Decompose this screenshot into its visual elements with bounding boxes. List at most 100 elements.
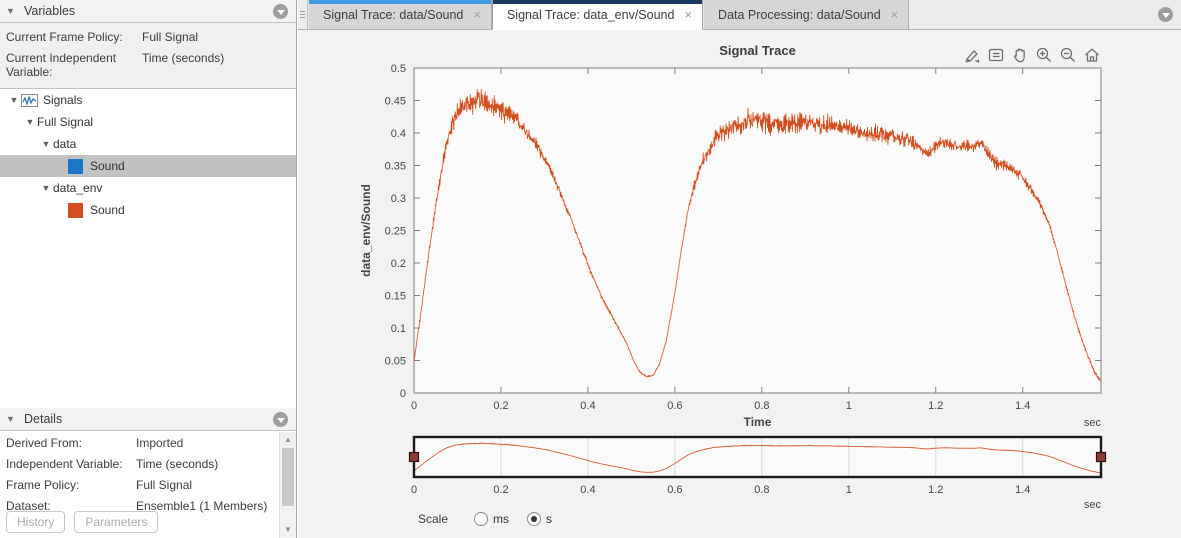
variables-info: Current Frame Policy: Full Signal Curren… <box>0 23 296 89</box>
tab-close-icon[interactable]: × <box>473 7 481 22</box>
tab-signal-trace-data-env-sound[interactable]: Signal Trace: data_env/Sound × <box>491 0 704 30</box>
plot-region: Signal Trace 0 0.2 0.4 0.6 0.8 1 1.2 1.4 0 0.05 0.1… <box>298 30 1181 538</box>
panner-right-handle[interactable] <box>1095 451 1107 463</box>
detail-independent-variable-label: Independent Variable: <box>6 457 123 471</box>
dataset-value: Ensemble1 (1 Members) <box>136 499 268 513</box>
tree-node-full-signal[interactable]: ▼ Full Signal <box>0 111 296 133</box>
details-panel-title: Details <box>24 412 63 426</box>
scroll-down-icon[interactable]: ▼ <box>284 525 292 534</box>
svg-text:0: 0 <box>400 388 406 400</box>
svg-text:0.15: 0.15 <box>385 291 406 303</box>
svg-text:0.8: 0.8 <box>754 400 769 412</box>
tree-node-data[interactable]: ▼ data <box>0 133 296 155</box>
panner-left-handle[interactable] <box>408 451 420 463</box>
signal-color-swatch-orange[interactable] <box>68 202 83 218</box>
svg-text:sec: sec <box>1084 499 1102 511</box>
variables-panel-header: ▼ Variables <box>0 0 296 23</box>
detail-independent-variable-value: Time (seconds) <box>136 457 219 471</box>
dataset-row: Dataset: Ensemble1 (1 Members) <box>0 495 279 516</box>
details-rows: Derived From: Imported Independent Varia… <box>0 432 279 538</box>
derived-from-label: Derived From: <box>6 436 83 450</box>
radio-icon[interactable] <box>474 512 489 526</box>
zoom-out-icon[interactable] <box>1058 45 1077 64</box>
tab-bar: Signal Trace: data/Sound × Signal Trace:… <box>298 0 1181 30</box>
signal-trace-chart[interactable]: Signal Trace 0 0.2 0.4 0.6 0.8 1 1.2 1.4 0 0.05 0.1… <box>298 30 1181 538</box>
svg-text:1: 1 <box>846 400 852 412</box>
independent-variable-row: Current Independent Variable: Time (seco… <box>0 47 296 82</box>
derived-from-value: Imported <box>136 436 184 450</box>
tab-label: Signal Trace: data_env/Sound <box>506 7 675 22</box>
variables-panel-title: Variables <box>24 4 76 18</box>
tree-leaf-data-env-sound[interactable]: Sound <box>0 199 296 221</box>
expand-triangle-icon[interactable]: ▼ <box>41 139 51 149</box>
tree-leaf-data-sound-label: Sound <box>90 159 125 173</box>
tab-signal-trace-data-sound[interactable]: Signal Trace: data/Sound × <box>308 0 492 29</box>
tab-drag-handle-icon[interactable] <box>298 0 308 29</box>
svg-text:1.2: 1.2 <box>928 484 943 496</box>
brush-icon[interactable] <box>962 45 981 64</box>
svg-text:0.35: 0.35 <box>385 161 406 173</box>
history-button[interactable]: History <box>6 511 66 533</box>
left-panel: ▼ Variables Current Frame Policy: Full S… <box>0 0 297 538</box>
data-tips-icon[interactable] <box>986 45 1005 64</box>
tab-close-icon[interactable]: × <box>684 7 693 22</box>
main-area: Signal Trace: data/Sound × Signal Trace:… <box>298 0 1181 538</box>
signals-tree: ▼ Signals ▼ Full Signal ▼ data Sound ▼ <box>0 89 296 221</box>
details-scrollbar[interactable]: ▲ ▼ <box>279 432 296 538</box>
scale-ms-radio[interactable]: ms <box>474 512 509 526</box>
svg-text:0.3: 0.3 <box>391 193 406 205</box>
detail-frame-policy-row: Frame Policy: Full Signal <box>0 474 279 495</box>
collapse-triangle-icon[interactable]: ▼ <box>6 6 15 16</box>
svg-text:0.6: 0.6 <box>667 400 682 412</box>
frame-policy-row: Current Frame Policy: Full Signal <box>0 26 296 47</box>
variables-panel-menu-icon[interactable] <box>273 4 288 19</box>
tree-node-data-env[interactable]: ▼ data_env <box>0 177 296 199</box>
signal-color-swatch-blue[interactable] <box>68 158 83 174</box>
tree-node-data-env-label: data_env <box>53 181 103 195</box>
collapse-triangle-icon[interactable]: ▼ <box>6 414 15 424</box>
svg-text:0.05: 0.05 <box>385 356 406 368</box>
scroll-up-icon[interactable]: ▲ <box>284 435 292 444</box>
svg-text:1: 1 <box>846 484 852 496</box>
tab-bar-menu-icon[interactable] <box>1158 7 1173 22</box>
svg-text:0.2: 0.2 <box>493 484 508 496</box>
expand-triangle-icon[interactable]: ▼ <box>41 183 51 193</box>
svg-text:0.4: 0.4 <box>580 484 595 496</box>
svg-text:0.6: 0.6 <box>667 484 682 496</box>
radio-icon[interactable] <box>527 512 542 526</box>
tree-node-signals[interactable]: ▼ Signals <box>0 89 296 111</box>
tree-leaf-data-sound[interactable]: Sound <box>0 155 296 177</box>
tree-node-data-label: data <box>53 137 77 151</box>
scale-row: Scale ms s <box>418 512 552 526</box>
zoom-in-icon[interactable] <box>1034 45 1053 64</box>
tree-node-signals-label: Signals <box>43 93 83 107</box>
tab-stripe <box>492 0 703 4</box>
svg-text:0.2: 0.2 <box>391 258 406 270</box>
svg-text:Time: Time <box>744 415 772 429</box>
svg-text:0.45: 0.45 <box>385 96 406 108</box>
tab-stripe <box>309 0 491 4</box>
parameters-button[interactable]: Parameters <box>74 511 159 533</box>
expand-triangle-icon[interactable]: ▼ <box>9 95 19 105</box>
home-icon[interactable] <box>1082 45 1101 64</box>
frame-policy-label: Current Frame Policy: <box>6 30 123 44</box>
tab-close-icon[interactable]: × <box>890 7 899 22</box>
scrollbar-thumb[interactable] <box>282 448 294 506</box>
detail-independent-variable-row: Independent Variable: Time (seconds) <box>0 453 279 474</box>
svg-text:1.4: 1.4 <box>1015 400 1030 412</box>
pan-icon[interactable] <box>1010 45 1029 64</box>
details-panel: ▼ Details Derived From: Imported Indepen… <box>0 408 296 538</box>
independent-variable-value: Time (seconds) <box>142 51 225 65</box>
tab-data-processing-data-sound[interactable]: Data Processing: data/Sound × <box>703 0 910 29</box>
details-panel-menu-icon[interactable] <box>273 412 288 427</box>
scale-ms-label: ms <box>493 512 510 526</box>
scale-s-radio[interactable]: s <box>527 512 552 526</box>
derived-from-row: Derived From: Imported <box>0 432 279 453</box>
independent-variable-label: Current Independent Variable: <box>6 51 117 79</box>
scale-label: Scale <box>418 512 449 526</box>
svg-text:0.4: 0.4 <box>391 128 406 140</box>
expand-triangle-icon[interactable]: ▼ <box>25 117 35 127</box>
svg-text:0.1: 0.1 <box>391 323 406 335</box>
signals-icon <box>21 93 38 107</box>
svg-text:0.4: 0.4 <box>580 400 595 412</box>
